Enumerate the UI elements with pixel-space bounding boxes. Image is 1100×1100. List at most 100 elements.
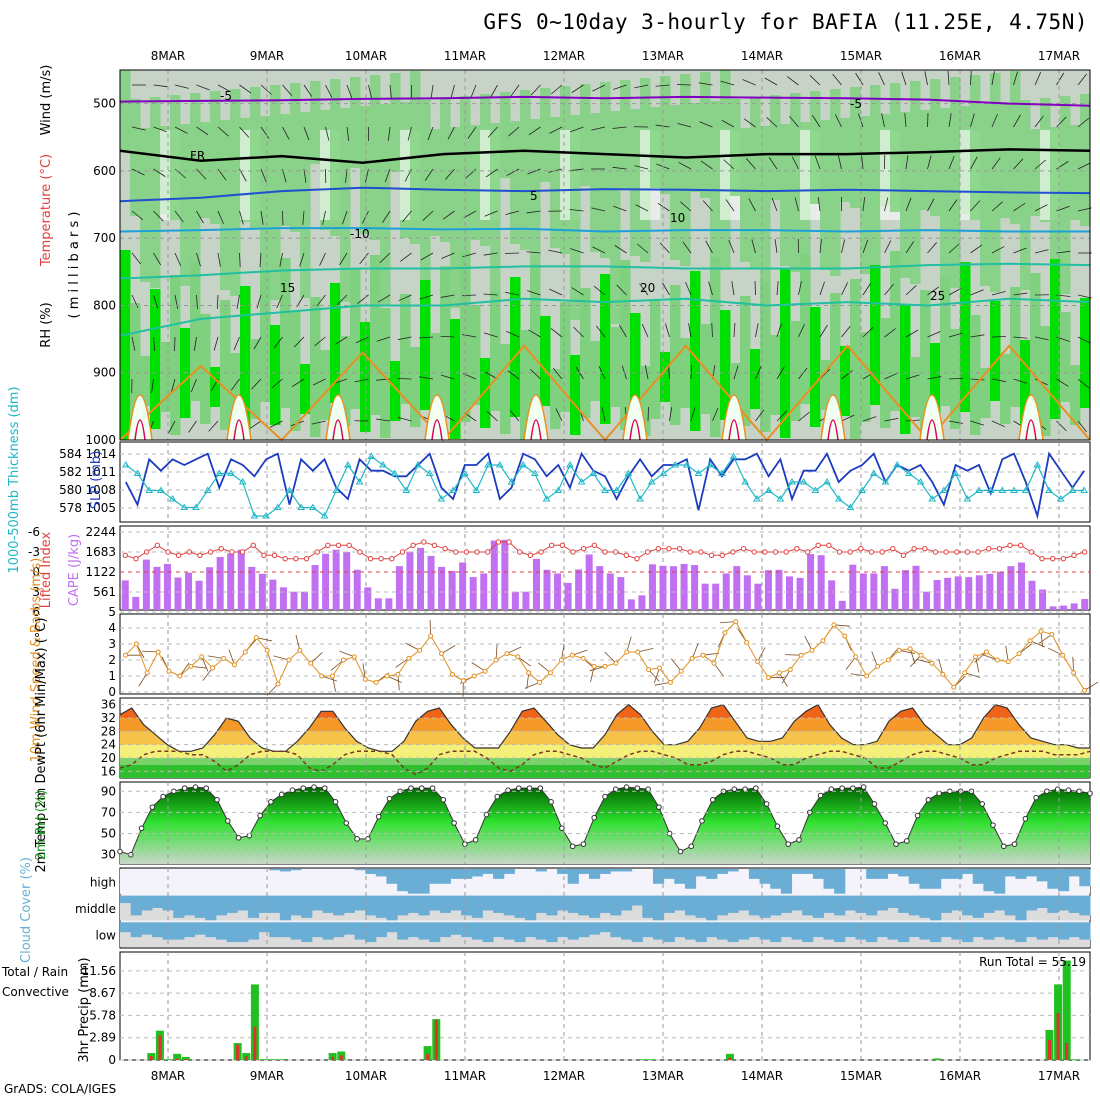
wind-barb [948, 199, 958, 212]
rh-marker [742, 786, 748, 792]
rh-column [130, 303, 141, 423]
wind-speed-marker [231, 662, 237, 668]
rh-marker [871, 801, 878, 807]
wind-speed-marker [351, 654, 357, 660]
wind-speed-marker [744, 639, 750, 645]
li-marker [357, 549, 363, 555]
cloud-cell [482, 869, 494, 874]
wind-barb [768, 157, 778, 170]
wind-barb [1084, 681, 1099, 691]
wind-speed-marker [308, 660, 314, 666]
wind-barb [845, 656, 856, 670]
cape-bar [891, 588, 899, 610]
cloud-cell [791, 869, 803, 874]
day-label-top: 12MAR [543, 49, 585, 63]
cloud-cell [951, 922, 963, 940]
rh-column [610, 327, 621, 407]
wind-barb [447, 126, 455, 140]
precip-tick: 11.56 [82, 964, 116, 978]
cloud-cell [748, 922, 761, 938]
rh-tick: 50 [101, 827, 116, 841]
cloud-cell [461, 869, 473, 879]
wind-barb [573, 326, 584, 338]
wind-barb [483, 252, 498, 256]
wind-barb [1034, 72, 1042, 86]
isotherm-20 [119, 297, 1091, 337]
wind-barb [216, 294, 219, 310]
wind-barb [256, 637, 272, 642]
rh-marker [192, 784, 199, 790]
cloud-axis-label: Cloud Cover (%) [19, 857, 34, 963]
wind-barb [483, 293, 498, 296]
wind-barb [991, 157, 1001, 170]
wind-barb [927, 198, 935, 212]
wind-barb [524, 682, 540, 689]
rh-marker [612, 786, 619, 792]
cloud-cell [237, 895, 249, 911]
rh-marker [580, 841, 587, 847]
rh-column [540, 316, 551, 406]
cloud-cell [567, 869, 579, 884]
wind-barb [670, 658, 682, 672]
wind-barb [174, 252, 182, 266]
day-label-bottom: 9MAR [250, 1069, 285, 1083]
wind-barb [861, 155, 864, 170]
thickness-marker [437, 495, 446, 502]
wind-barb [721, 119, 735, 128]
rh-column [740, 296, 751, 426]
wind-speed-marker [787, 667, 793, 673]
wind-barb [927, 155, 932, 170]
wind-barb [445, 168, 455, 180]
dewpoint-line [119, 750, 1091, 776]
cloud-cell [365, 869, 377, 874]
rh-marker [925, 796, 932, 803]
wind-barb [711, 322, 713, 338]
rh-column [280, 114, 291, 226]
wind-barb [377, 294, 391, 303]
cape-bar [986, 573, 994, 610]
wind-barb [526, 210, 541, 214]
rh-column [790, 321, 801, 421]
precip-conv-bar [434, 1019, 438, 1060]
rh-column [220, 120, 231, 290]
thickness-marker [647, 478, 656, 485]
rh-column [860, 332, 871, 422]
wind-barb [637, 243, 649, 254]
wind-barb [354, 378, 369, 383]
rh-column [340, 108, 351, 302]
wind-speed-marker [199, 654, 205, 660]
cape-bar [712, 583, 720, 610]
rh-marker [138, 825, 145, 832]
cape-bar [828, 580, 836, 610]
cape-bar [364, 587, 372, 610]
thickness-marker [928, 495, 937, 502]
rh-column [530, 263, 541, 423]
wind-barb [975, 656, 980, 673]
rh-marker [494, 793, 501, 800]
cape-bar [786, 576, 794, 610]
wind-speed-marker [853, 654, 859, 660]
cape-bar [659, 565, 667, 610]
rh-column [1060, 96, 1071, 294]
rh-column [230, 89, 241, 296]
rh-column [370, 255, 381, 415]
cloud-cell [898, 895, 910, 913]
wind-barb [743, 118, 756, 128]
rh-column [490, 291, 501, 411]
wind-barb [398, 294, 412, 302]
li-marker [698, 549, 704, 555]
wind-barb [509, 410, 520, 422]
rh-marker [257, 812, 263, 819]
cloud-cell [1068, 869, 1080, 877]
wind-barb [654, 682, 671, 686]
wind-barb [1077, 420, 1087, 433]
precip-conv-bar [244, 1056, 248, 1060]
wind-barb [310, 651, 323, 664]
wind-barb [239, 126, 250, 138]
cloud-cell [418, 869, 430, 894]
wind-barb [339, 650, 355, 658]
rh-marker [418, 785, 425, 791]
rh-column [370, 75, 381, 240]
thickness-marker [507, 478, 516, 485]
cloud-cell [226, 895, 238, 913]
